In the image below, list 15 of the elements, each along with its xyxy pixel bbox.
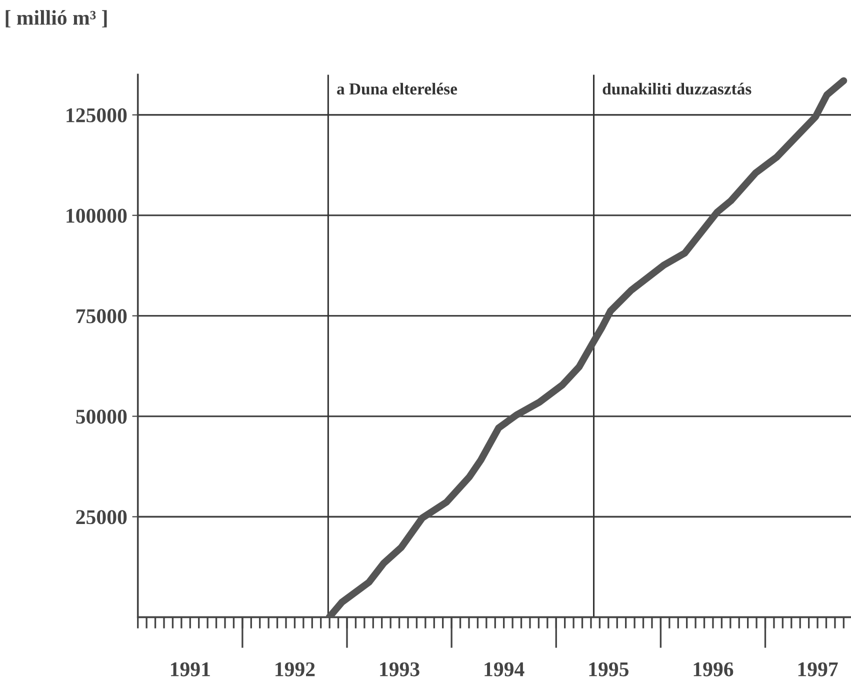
y-tick-label: 75000 — [76, 309, 127, 324]
ref-line-label: dunakiliti duzzasztás — [602, 82, 752, 95]
y-tick-label: 50000 — [76, 410, 127, 424]
y-axis-title: [ millió m³ ] — [6, 10, 107, 28]
x-tick-label: 1991 — [170, 662, 210, 676]
x-tick-label: 1993 — [380, 662, 420, 676]
x-tick-label: 1997 — [798, 662, 838, 676]
x-tick-label: 1992 — [276, 662, 315, 676]
x-tick-label: 1996 — [694, 662, 734, 676]
ref-line-label: a Duna elterelése — [337, 82, 458, 95]
y-tick-label: 100000 — [66, 208, 127, 223]
x-tick-label: 1995 — [589, 662, 628, 676]
y-tick-label: 25000 — [76, 510, 127, 524]
x-tick-label: 1994 — [484, 662, 524, 676]
y-tick-label: 125000 — [66, 108, 127, 122]
